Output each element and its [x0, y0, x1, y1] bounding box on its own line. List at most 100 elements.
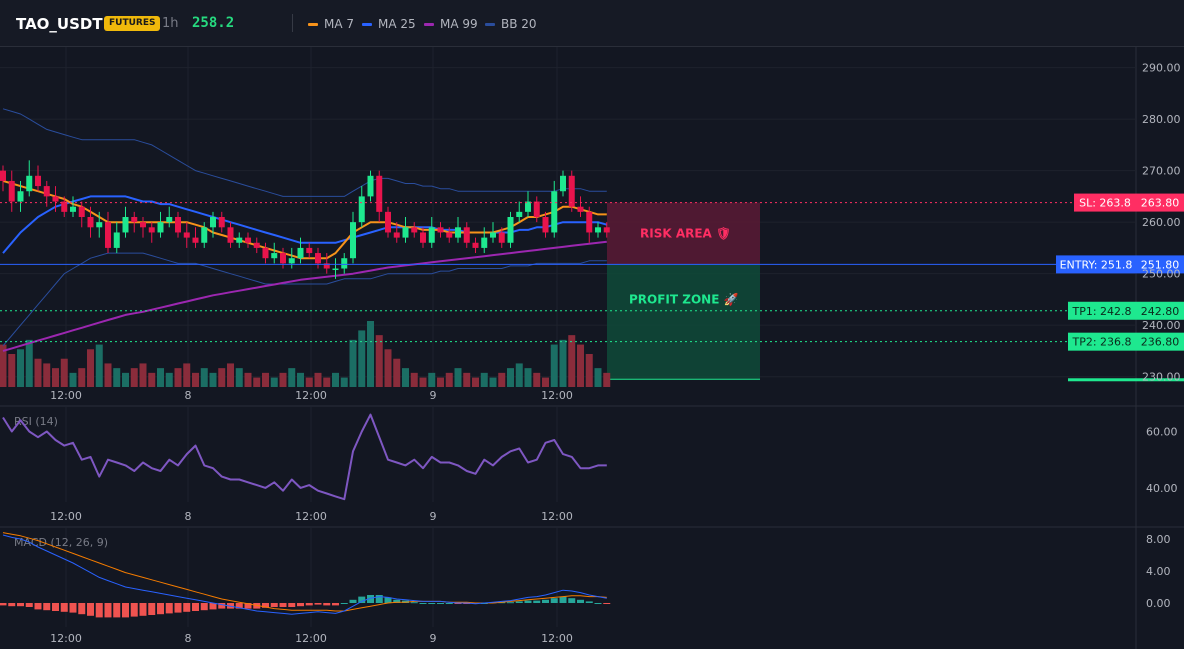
macd-histogram-bar — [559, 596, 567, 603]
volume-bar — [157, 368, 164, 387]
candle-body — [393, 232, 400, 238]
volume-bar — [52, 368, 59, 387]
macd-histogram-bar — [358, 596, 366, 603]
candle-body — [490, 232, 496, 238]
macd-histogram-bar — [78, 603, 86, 615]
macd-histogram-bar — [577, 599, 584, 603]
candle-body — [341, 258, 348, 269]
macd-histogram-bar — [533, 600, 541, 603]
macd-histogram-bar — [349, 599, 357, 603]
time-axis-tick: 12:00 — [50, 632, 82, 645]
candle-body — [183, 232, 190, 238]
volume-bar — [200, 368, 208, 387]
candle-body — [280, 253, 286, 264]
legend-ma99[interactable]: MA 99 — [424, 16, 478, 32]
risk-zone-label: RISK AREA 🛡 — [640, 226, 731, 240]
candle-body — [122, 217, 129, 233]
volume-bar — [209, 372, 217, 387]
entry-axis-tag — [1136, 255, 1184, 274]
legend-ma7[interactable]: MA 7 — [308, 16, 354, 32]
header-divider — [292, 14, 293, 32]
tp2-label: TP2: 236.8 — [1071, 336, 1131, 349]
volume-bar — [34, 358, 42, 387]
timeframe-label[interactable]: 1h — [162, 16, 179, 31]
time-axis-tick: 8 — [185, 632, 192, 645]
candle-body — [595, 227, 601, 233]
legend-ma99-label: MA 99 — [440, 17, 478, 31]
candle-body — [201, 227, 208, 243]
candle-body — [140, 222, 146, 228]
macd-histogram-bar — [200, 603, 208, 611]
candle-body — [315, 253, 321, 264]
trade-zones: RISK AREA 🛡 PROFIT ZONE 🚀 — [607, 202, 760, 380]
volume-bar — [148, 372, 156, 387]
tp1-axis-tag — [1136, 301, 1184, 320]
volume-bar — [43, 363, 51, 387]
candle-body — [455, 227, 461, 238]
rsi-axis-tick: 60.00 — [1146, 426, 1178, 439]
price-axis-tick: 280.00 — [1142, 113, 1181, 126]
volume-bar — [384, 349, 392, 387]
macd-histogram-bar — [262, 603, 269, 608]
volume-bar — [288, 368, 296, 387]
macd-histogram-bar — [174, 603, 182, 613]
tp2-label-bg — [1068, 332, 1136, 351]
volume-bar — [542, 377, 549, 387]
candle-body — [26, 175, 33, 192]
candle-body — [586, 211, 593, 233]
price-axis-tick: 250.00 — [1142, 268, 1181, 281]
volume-bar — [183, 363, 191, 387]
macd-histogram-bar — [384, 597, 392, 603]
volume-bar — [585, 354, 593, 387]
macd-histogram-bar — [17, 603, 24, 607]
volume-bar — [393, 358, 401, 387]
grid-lines — [0, 47, 1184, 649]
macd-histogram-bar — [148, 603, 156, 615]
volume-bar — [507, 368, 514, 387]
macd-histogram-bar — [157, 603, 164, 615]
macd-histogram-bar — [524, 600, 532, 603]
macd-signal-line — [2, 532, 607, 612]
macd-histogram-bar — [367, 595, 374, 603]
tp1-label: TP1: 242.8 — [1071, 305, 1131, 318]
volume-bar — [603, 372, 611, 387]
entry-axis-value: 251.80 — [1141, 258, 1180, 271]
candle-body — [525, 201, 531, 212]
volume-bar — [533, 372, 541, 387]
candle-body — [148, 227, 155, 233]
symbol-name[interactable]: TAO_USDT — [16, 15, 103, 33]
candle-body — [577, 206, 584, 212]
candle-body — [446, 232, 453, 238]
volume-bar — [17, 349, 24, 387]
volume-bar — [69, 372, 77, 387]
macd-histogram-bar — [104, 603, 112, 618]
candle-body — [0, 170, 6, 181]
candle-body — [481, 237, 488, 248]
bb-lower-line — [2, 252, 607, 347]
macd-histogram-bar — [550, 598, 558, 603]
macd-histogram-bar — [235, 603, 243, 609]
candle-body — [218, 217, 225, 228]
macd-histogram-bar — [183, 603, 191, 612]
candle-body — [253, 242, 260, 248]
macd-histogram-bar — [305, 603, 313, 606]
time-axis-tick: 8 — [185, 510, 192, 523]
time-axis-tick: 12:00 — [50, 510, 82, 523]
macd-histogram-bar — [192, 603, 199, 611]
volume-bar — [340, 377, 348, 387]
volume-bar — [437, 377, 444, 387]
volume-bar — [349, 339, 357, 387]
volume-bar — [314, 372, 322, 387]
volume-bar — [559, 339, 567, 387]
price-axis-tick: 260.00 — [1142, 216, 1181, 229]
volume-bar — [235, 368, 243, 387]
macd-histogram-bar — [568, 598, 576, 603]
tp1-label-bg — [1068, 301, 1136, 320]
tp2-axis-value: 236.80 — [1141, 336, 1180, 349]
macd-histogram-bar — [410, 602, 418, 604]
legend-ma25[interactable]: MA 25 — [362, 16, 416, 32]
legend-bb20[interactable]: BB 20 — [485, 16, 537, 32]
chart-canvas[interactable]: RISK AREA 🛡 PROFIT ZONE 🚀 SL: 263.8 263.80… — [0, 47, 1184, 649]
volume-bar — [358, 330, 366, 387]
volume-bar — [402, 368, 409, 387]
